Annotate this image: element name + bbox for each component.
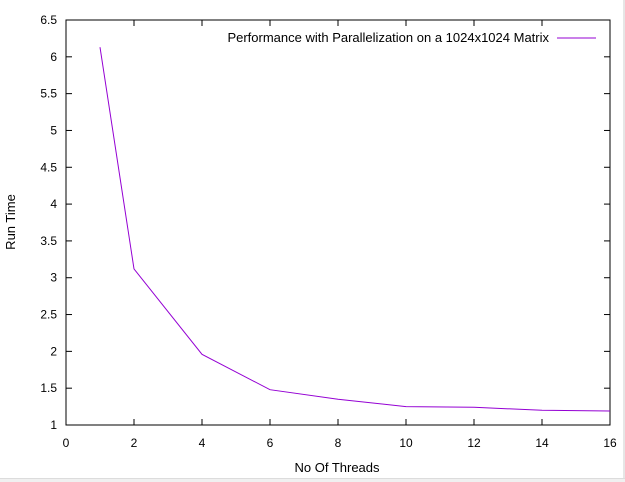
series-line bbox=[99, 47, 611, 412]
y-tick-label: 6 bbox=[50, 50, 57, 64]
series-group bbox=[99, 47, 611, 412]
y-tick-label: 1.5 bbox=[40, 381, 57, 395]
y-tick-label: 3.5 bbox=[40, 234, 57, 248]
y-tick-labels: 1 1.5 2 2.5 3 3.5 4 4.5 5 5.5 6 6.5 bbox=[40, 13, 57, 432]
plot-border bbox=[65, 19, 611, 426]
y-tick-label: 4 bbox=[50, 197, 57, 211]
x-tick-labels: 0 2 4 6 8 10 12 14 16 bbox=[63, 436, 617, 450]
y-tick-label: 4.5 bbox=[40, 160, 57, 174]
window-edge-right bbox=[623, 0, 625, 482]
x-axis-title: No Of Threads bbox=[294, 460, 380, 475]
tick-marks bbox=[65, 19, 611, 426]
y-tick-label: 5 bbox=[50, 123, 57, 137]
x-tick-label: 6 bbox=[267, 436, 274, 450]
x-tick-label: 0 bbox=[63, 436, 70, 450]
x-tick-label: 8 bbox=[335, 436, 342, 450]
y-tick-label: 2 bbox=[50, 344, 57, 358]
y-tick-label: 5.5 bbox=[40, 87, 57, 101]
legend-label: Performance with Parallelization on a 10… bbox=[227, 30, 549, 45]
y-tick-label: 6.5 bbox=[40, 13, 57, 27]
y-tick-label: 2.5 bbox=[40, 308, 57, 322]
y-axis-title: Run Time bbox=[3, 194, 18, 250]
y-tick-label: 1 bbox=[50, 418, 57, 432]
x-tick-label: 4 bbox=[199, 436, 206, 450]
legend: Performance with Parallelization on a 10… bbox=[227, 30, 596, 45]
x-tick-label: 2 bbox=[131, 436, 138, 450]
x-tick-label: 12 bbox=[467, 436, 481, 450]
x-tick-label: 10 bbox=[399, 436, 413, 450]
x-tick-label: 16 bbox=[603, 436, 617, 450]
plot-frame bbox=[65, 19, 611, 426]
y-tick-label: 3 bbox=[50, 271, 57, 285]
window-edge-bottom bbox=[0, 478, 625, 482]
x-tick-label: 14 bbox=[535, 436, 549, 450]
